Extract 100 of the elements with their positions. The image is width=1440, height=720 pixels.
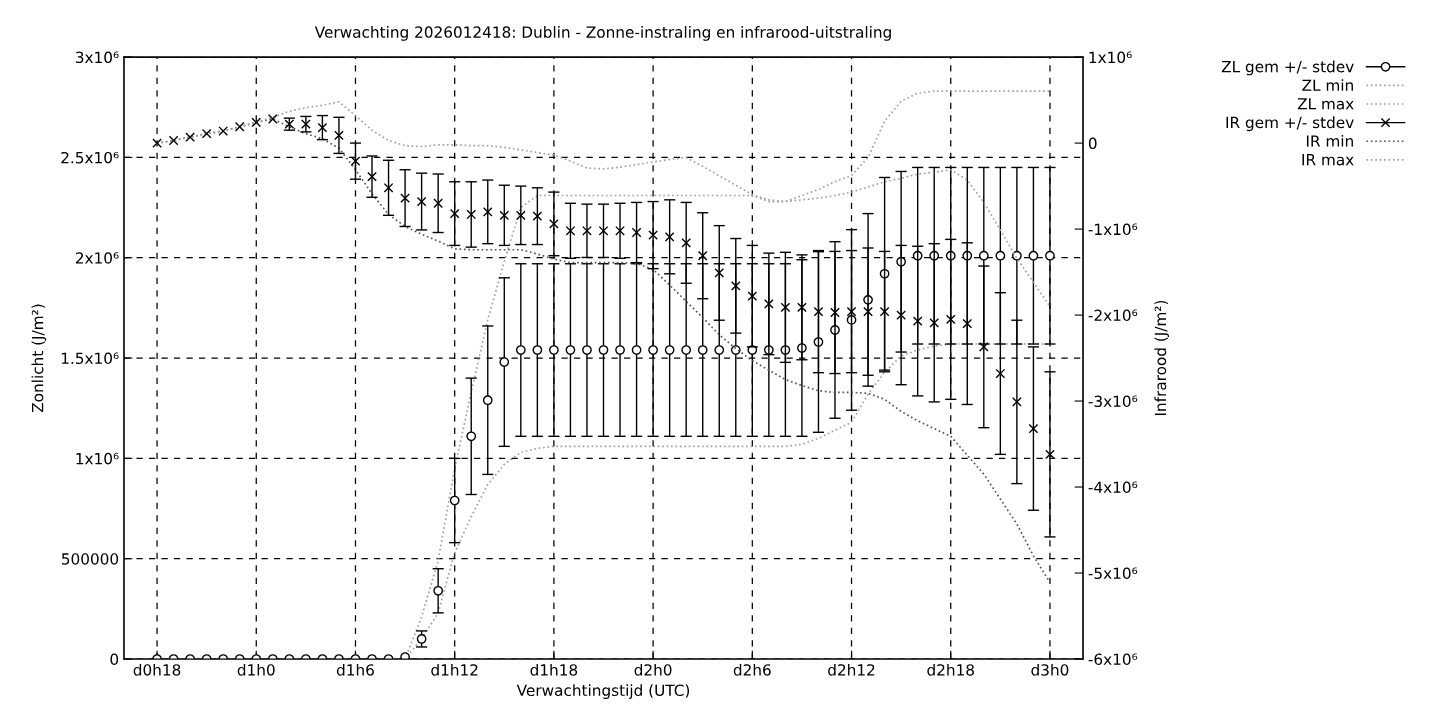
- point: [945, 314, 956, 325]
- point: [664, 345, 675, 355]
- y2-tick-label: -1x10⁶: [1088, 223, 1138, 236]
- point: [714, 268, 725, 278]
- y-tick-label: 2.5x10⁶: [61, 151, 119, 164]
- point: [1045, 449, 1055, 460]
- point: [598, 345, 609, 355]
- point: [697, 345, 708, 355]
- point: [714, 345, 725, 355]
- point: [664, 231, 675, 242]
- point: [631, 227, 642, 238]
- point: [383, 182, 394, 193]
- point: [499, 357, 510, 367]
- point: [234, 121, 245, 132]
- y-tick-label: 2x10⁶: [75, 252, 119, 264]
- point: [350, 156, 361, 167]
- point: [185, 132, 195, 142]
- point: [813, 306, 824, 317]
- point: [449, 495, 460, 506]
- point: [499, 210, 510, 221]
- point: [1012, 397, 1022, 407]
- point: [582, 345, 592, 355]
- point: [978, 342, 989, 352]
- x-tick-label: d1h12: [431, 663, 478, 676]
- legend-label: ZL min: [1302, 79, 1353, 91]
- legend-label: ZL max: [1297, 98, 1354, 110]
- point: [962, 318, 973, 329]
- point: [532, 345, 543, 355]
- point: [400, 652, 410, 660]
- point: [201, 128, 212, 139]
- point: [532, 211, 543, 222]
- y-tick-label: 0: [110, 653, 119, 666]
- point: [549, 219, 559, 229]
- point: [416, 634, 427, 644]
- point: [912, 316, 923, 326]
- point: [400, 193, 410, 203]
- point: [482, 207, 493, 217]
- legend-label: IR gem +/- stdev: [1226, 116, 1354, 132]
- point: [929, 317, 940, 328]
- y-tick-label: 1.5x10⁶: [61, 352, 119, 365]
- x-tick-label: d1h0: [237, 663, 275, 676]
- point: [565, 225, 576, 236]
- point: [433, 585, 444, 596]
- y2-tick-label: -2x10⁶: [1088, 309, 1138, 322]
- point: [515, 210, 526, 221]
- point: [367, 171, 377, 182]
- point: [780, 302, 791, 313]
- point: [301, 119, 311, 130]
- x-tick-label: d2h6: [733, 663, 771, 676]
- point: [763, 299, 774, 309]
- point: [433, 198, 444, 209]
- y2-tick-label: 0: [1088, 137, 1097, 150]
- legend-label: IR max: [1302, 154, 1354, 166]
- point: [565, 345, 576, 355]
- point: [697, 250, 708, 261]
- point: [896, 310, 906, 320]
- x-tick-label: d2h18: [927, 663, 974, 676]
- point: [681, 237, 692, 248]
- y-tick-label: 500000: [61, 553, 119, 565]
- point: [267, 114, 278, 124]
- point: [615, 225, 625, 236]
- point: [168, 135, 179, 146]
- point: [251, 117, 262, 128]
- point: [747, 291, 758, 302]
- point: [995, 250, 1006, 261]
- point: [1045, 250, 1055, 261]
- y2-tick-label: -5x10⁶: [1088, 567, 1138, 580]
- legend-label: IR min: [1306, 134, 1353, 147]
- point: [1028, 250, 1039, 261]
- y2-tick-label: -3x10⁶: [1088, 395, 1138, 408]
- point: [152, 138, 162, 148]
- x-tick-label: d0h18: [133, 663, 181, 676]
- point: [582, 225, 592, 236]
- point: [797, 302, 807, 313]
- x-tick-label: d2h12: [828, 663, 875, 676]
- chart-title: Verwachting 2026012418: Dublin - Zonne-instraling en infrarood-uitstraling: [314, 26, 891, 41]
- point: [995, 368, 1006, 379]
- y-tick-label: 1x10⁶: [76, 452, 119, 465]
- legend-label: ZL gem +/- stdev: [1221, 60, 1354, 76]
- point: [631, 345, 642, 355]
- x-tick-label: d1h18: [530, 663, 578, 676]
- point: [615, 345, 625, 355]
- point: [648, 345, 658, 355]
- y2-tick-label: -4x10⁶: [1088, 481, 1138, 494]
- point: [863, 306, 873, 317]
- point: [334, 130, 344, 141]
- point: [830, 307, 840, 318]
- y-axis-title: Zonlicht (J/m²): [31, 304, 47, 413]
- point: [846, 306, 857, 317]
- point: [466, 431, 477, 442]
- point: [317, 122, 328, 133]
- y2-tick-label: -6x10⁶: [1088, 653, 1138, 666]
- point: [681, 345, 692, 355]
- x-tick-label: d1h6: [336, 663, 374, 676]
- point: [416, 196, 427, 207]
- x-tick-label: d3h0: [1031, 663, 1069, 676]
- point: [598, 225, 609, 236]
- point: [1028, 423, 1039, 434]
- y2-tick-label: 1x10⁶: [1089, 51, 1132, 64]
- point: [482, 395, 493, 406]
